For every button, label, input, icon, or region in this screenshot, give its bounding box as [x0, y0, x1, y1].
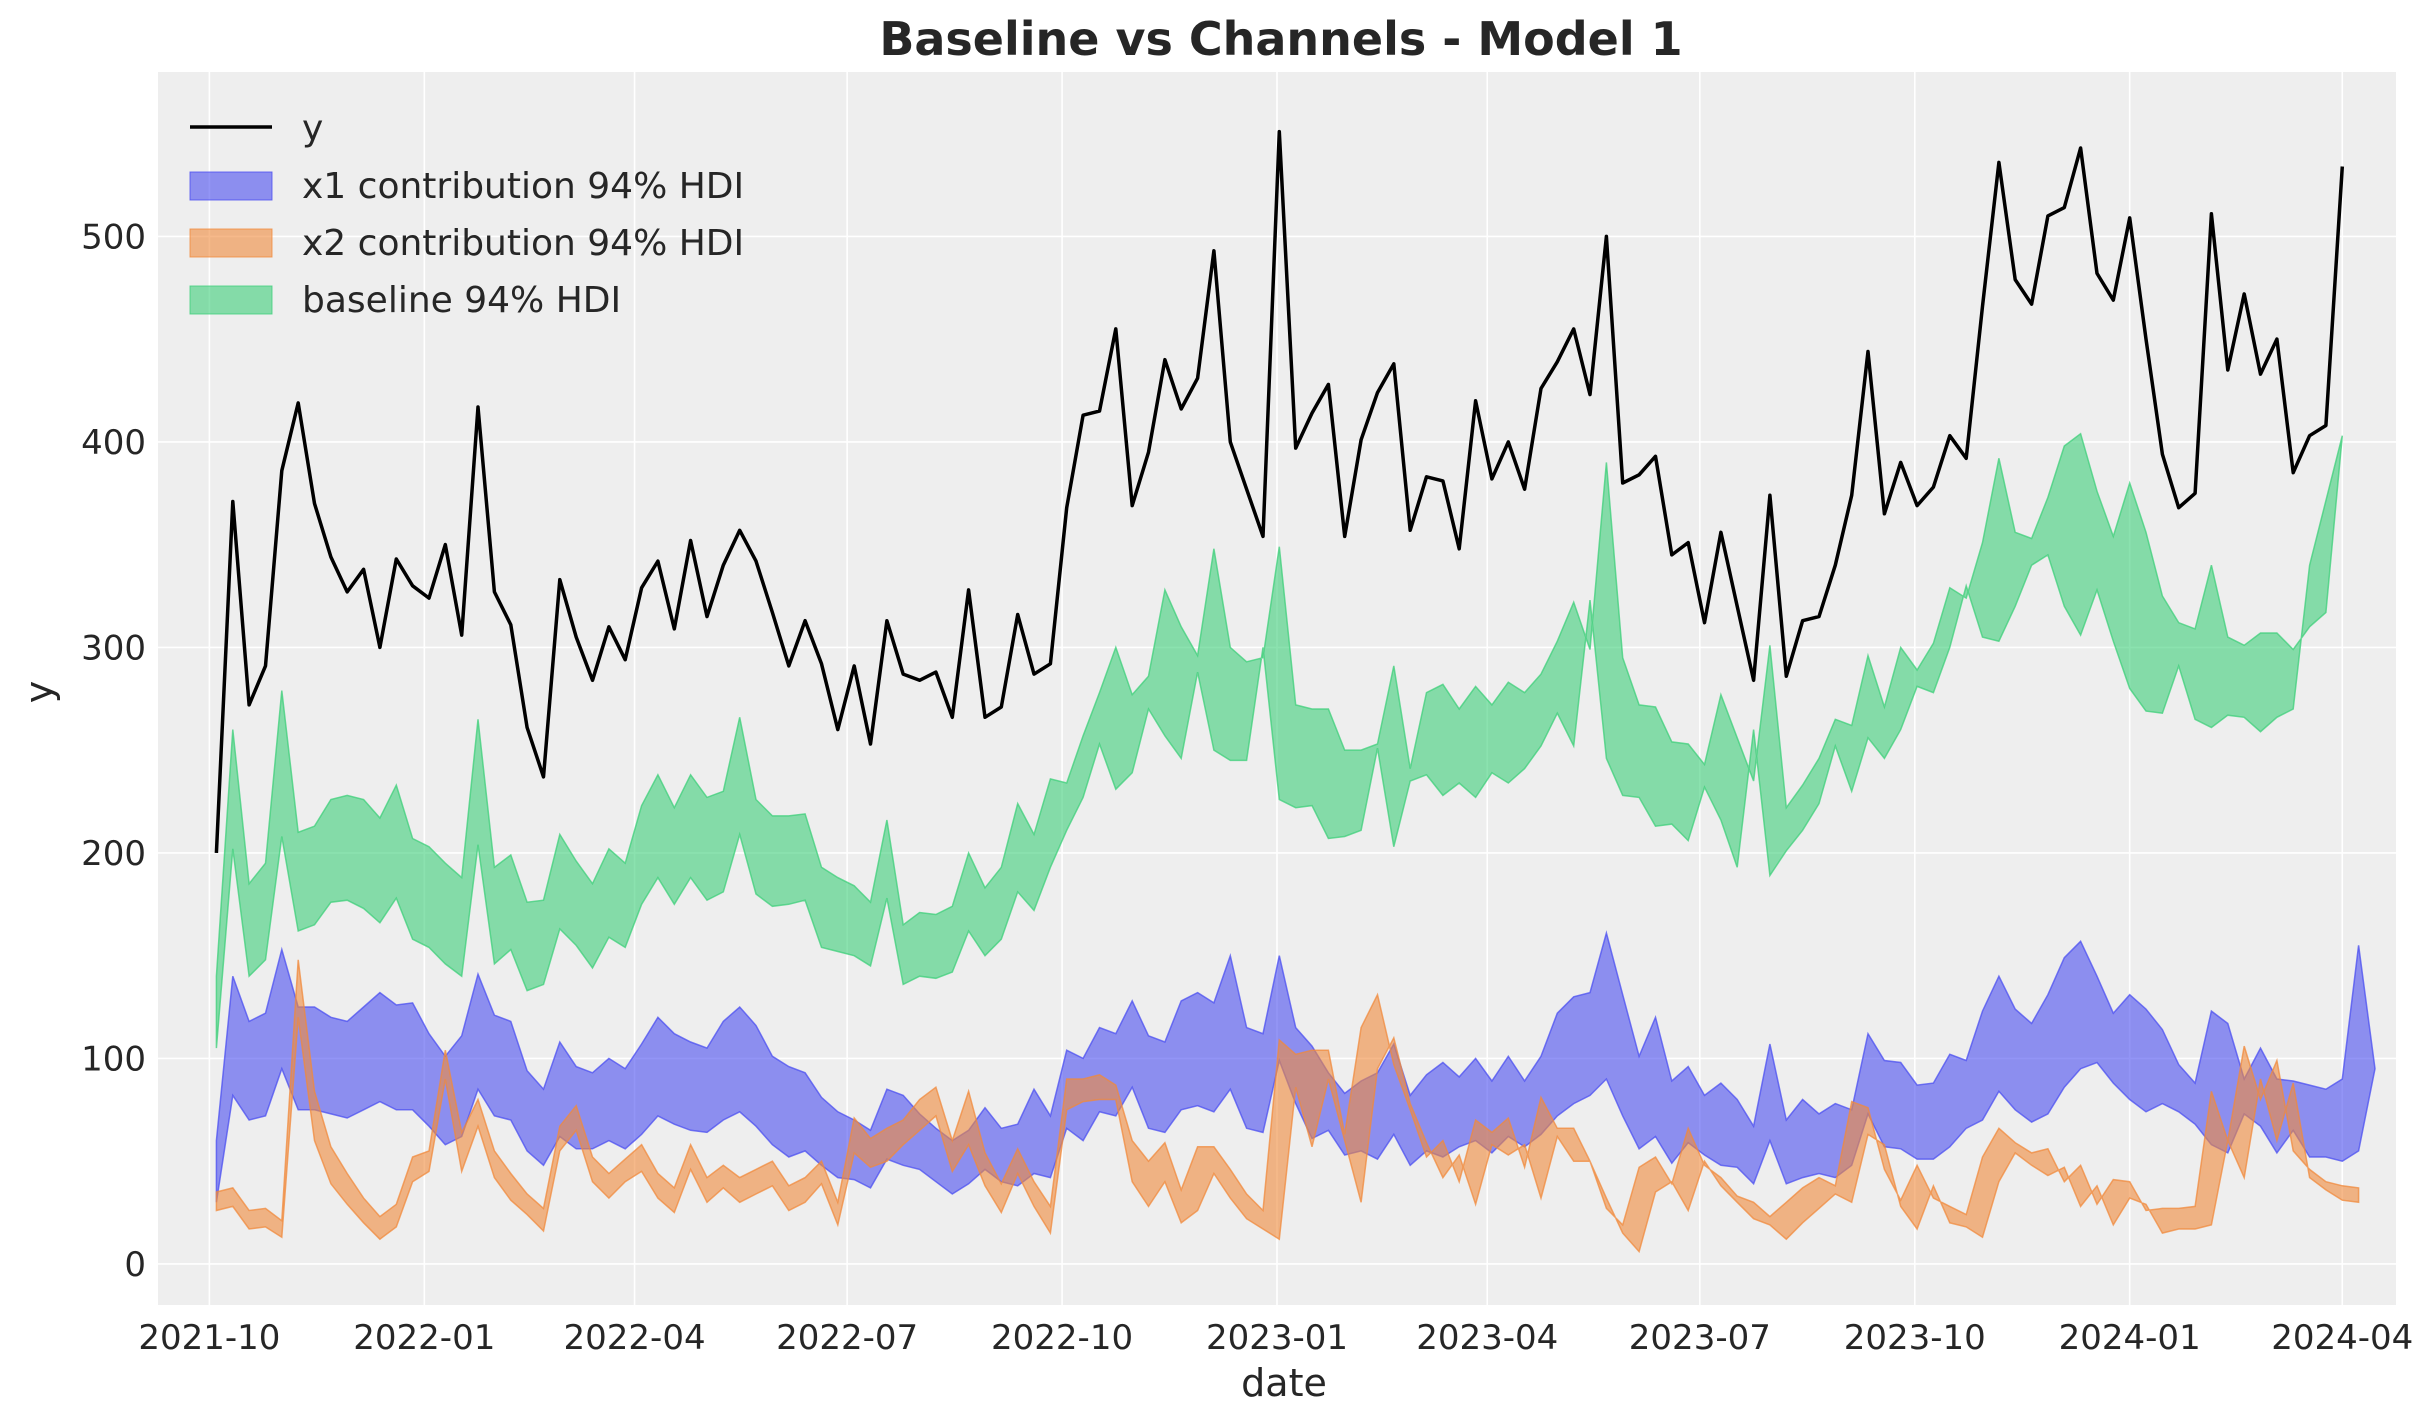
x-tick-label: 2023-10: [1844, 1318, 1986, 1358]
x-tick-label: 2022-10: [991, 1318, 1133, 1358]
legend-label-x1: x1 contribution 94% HDI: [302, 166, 744, 207]
legend-swatch-x2: [189, 228, 273, 258]
x-tick-label: 2021-10: [138, 1318, 280, 1358]
legend: y x1 contribution 94% HDI x2 contributio…: [189, 108, 744, 321]
y-tick-label: 500: [81, 217, 146, 257]
y-tick-label: 300: [81, 628, 146, 668]
y-tick-label: 400: [81, 423, 146, 463]
y-tick-label: 100: [81, 1039, 146, 1079]
legend-label-y: y: [302, 108, 323, 149]
x-tick-label: 2023-07: [1629, 1318, 1771, 1358]
baseline-hdi-band: [215, 432, 2344, 1049]
x-tick-label: 2024-01: [2059, 1318, 2201, 1358]
series-layer: [214, 129, 2376, 1254]
y-tick-label: 0: [124, 1245, 146, 1285]
x-tick-label: 2022-01: [353, 1318, 495, 1358]
x-tick-label: 2023-01: [1206, 1318, 1348, 1358]
tick-labels: 2021-10 2022-01 2022-04 2022-07 2022-10 2023-…: [81, 217, 2413, 1358]
legend-swatch-x1: [189, 171, 273, 201]
legend-swatch-baseline: [189, 285, 273, 315]
x-axis-label: date: [1241, 1361, 1327, 1405]
y-axis-label: y: [17, 681, 61, 704]
chart-title: Baseline vs Channels - Model 1: [879, 12, 1682, 66]
y-line: [214, 129, 2345, 853]
legend-label-baseline: baseline 94% HDI: [302, 280, 621, 321]
legend-label-x2: x2 contribution 94% HDI: [302, 223, 744, 264]
y-tick-label: 200: [81, 834, 146, 874]
x-tick-label: 2024-04: [2271, 1318, 2413, 1358]
x2-hdi-band: [215, 959, 2360, 1254]
x-tick-label: 2022-04: [564, 1318, 706, 1358]
x-tick-label: 2023-04: [1416, 1318, 1558, 1358]
x-tick-label: 2022-07: [776, 1318, 918, 1358]
